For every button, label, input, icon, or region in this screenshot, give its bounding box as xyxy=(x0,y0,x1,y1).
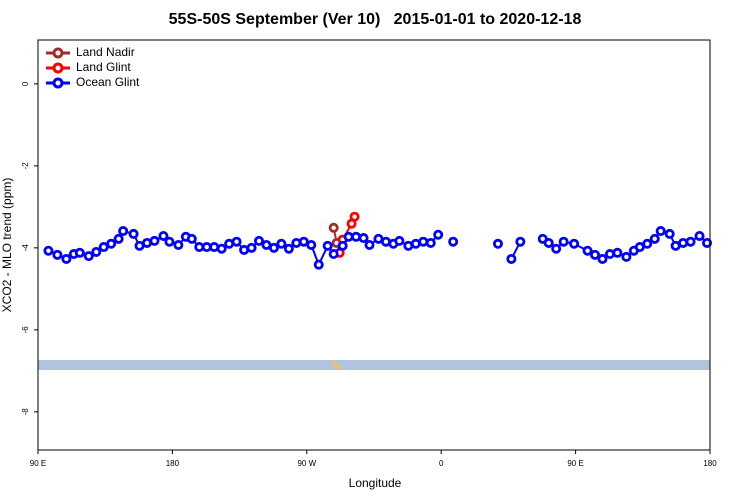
x-axis-title: Longitude xyxy=(349,476,402,490)
data-point xyxy=(702,237,713,248)
data-point xyxy=(418,236,429,247)
data-point xyxy=(164,236,175,247)
data-point xyxy=(209,242,220,253)
x-tick-label: 90 E xyxy=(567,459,583,468)
legend-label: Land Glint xyxy=(76,60,131,74)
data-point xyxy=(306,239,317,250)
data-point xyxy=(543,237,554,248)
data-point xyxy=(582,245,593,256)
data-point xyxy=(590,249,601,260)
data-point xyxy=(664,228,675,239)
data-point xyxy=(515,236,526,247)
chart-title: 55S-50S September (Ver 10) 2015-01-01 to… xyxy=(169,11,582,28)
data-point xyxy=(283,243,294,254)
data-point xyxy=(322,240,333,251)
data-point xyxy=(128,228,139,239)
data-point xyxy=(394,235,405,246)
x-tick-label: 0 xyxy=(439,459,444,468)
data-point xyxy=(98,242,109,253)
data-point xyxy=(158,230,169,241)
data-point xyxy=(433,229,444,240)
data-point xyxy=(425,237,436,248)
data-point xyxy=(254,235,265,246)
y-tick-label: -6 xyxy=(21,326,30,334)
land-dot xyxy=(334,364,338,368)
data-point xyxy=(186,233,197,244)
y-tick-label: 0 xyxy=(21,81,30,86)
data-point xyxy=(492,238,503,249)
data-point xyxy=(685,236,696,247)
data-point xyxy=(61,253,72,264)
legend-label: Ocean Glint xyxy=(76,75,140,89)
data-point xyxy=(83,251,94,262)
land-dot xyxy=(337,366,341,370)
data-point xyxy=(558,236,569,247)
data-point xyxy=(604,249,615,260)
data-point xyxy=(149,235,160,246)
data-point xyxy=(246,242,257,253)
data-point xyxy=(328,249,339,260)
data-point xyxy=(694,230,705,241)
data-point xyxy=(351,231,362,242)
data-point xyxy=(634,242,645,253)
x-tick-label: 180 xyxy=(166,459,180,468)
data-point xyxy=(43,245,54,256)
data-point xyxy=(74,247,85,258)
x-tick-label: 90 E xyxy=(30,459,46,468)
data-point xyxy=(642,238,653,249)
data-point xyxy=(349,211,360,222)
data-point xyxy=(231,236,242,247)
legend-marker xyxy=(52,62,64,74)
data-point xyxy=(649,233,660,244)
x-tick-label: 180 xyxy=(703,459,717,468)
data-point xyxy=(597,253,608,264)
data-point xyxy=(678,237,689,248)
data-point xyxy=(569,238,580,249)
data-point xyxy=(621,251,632,262)
y-tick-label: -2 xyxy=(21,162,30,170)
data-point xyxy=(313,259,324,270)
legend-marker xyxy=(52,47,64,59)
data-point xyxy=(551,243,562,254)
data-point xyxy=(52,249,63,260)
y-tick-label: -8 xyxy=(21,408,30,416)
legend-label: Land Nadir xyxy=(76,45,135,59)
plot-area xyxy=(43,211,713,270)
y-axis-title: XCO2 - MLO trend (ppm) xyxy=(0,178,14,313)
data-point xyxy=(118,226,129,237)
data-point xyxy=(106,238,117,249)
data-point xyxy=(328,222,339,233)
data-point xyxy=(358,233,369,244)
data-point xyxy=(291,237,302,248)
data-point xyxy=(216,243,227,254)
legend-marker xyxy=(52,77,64,89)
data-point xyxy=(506,253,517,264)
data-point xyxy=(298,236,309,247)
data-point xyxy=(364,239,375,250)
data-point xyxy=(268,242,279,253)
data-point xyxy=(113,233,124,244)
x-tick-label: 90 W xyxy=(297,459,316,468)
data-point xyxy=(91,246,102,257)
data-point xyxy=(276,238,287,249)
y-tick-label: -4 xyxy=(21,244,30,252)
land-dot xyxy=(332,360,336,364)
data-point xyxy=(448,236,459,247)
data-point xyxy=(173,239,184,250)
data-point xyxy=(655,226,666,237)
data-point xyxy=(337,240,348,251)
surface-strip xyxy=(38,360,710,370)
plot-frame xyxy=(37,39,711,451)
data-point xyxy=(612,247,623,258)
